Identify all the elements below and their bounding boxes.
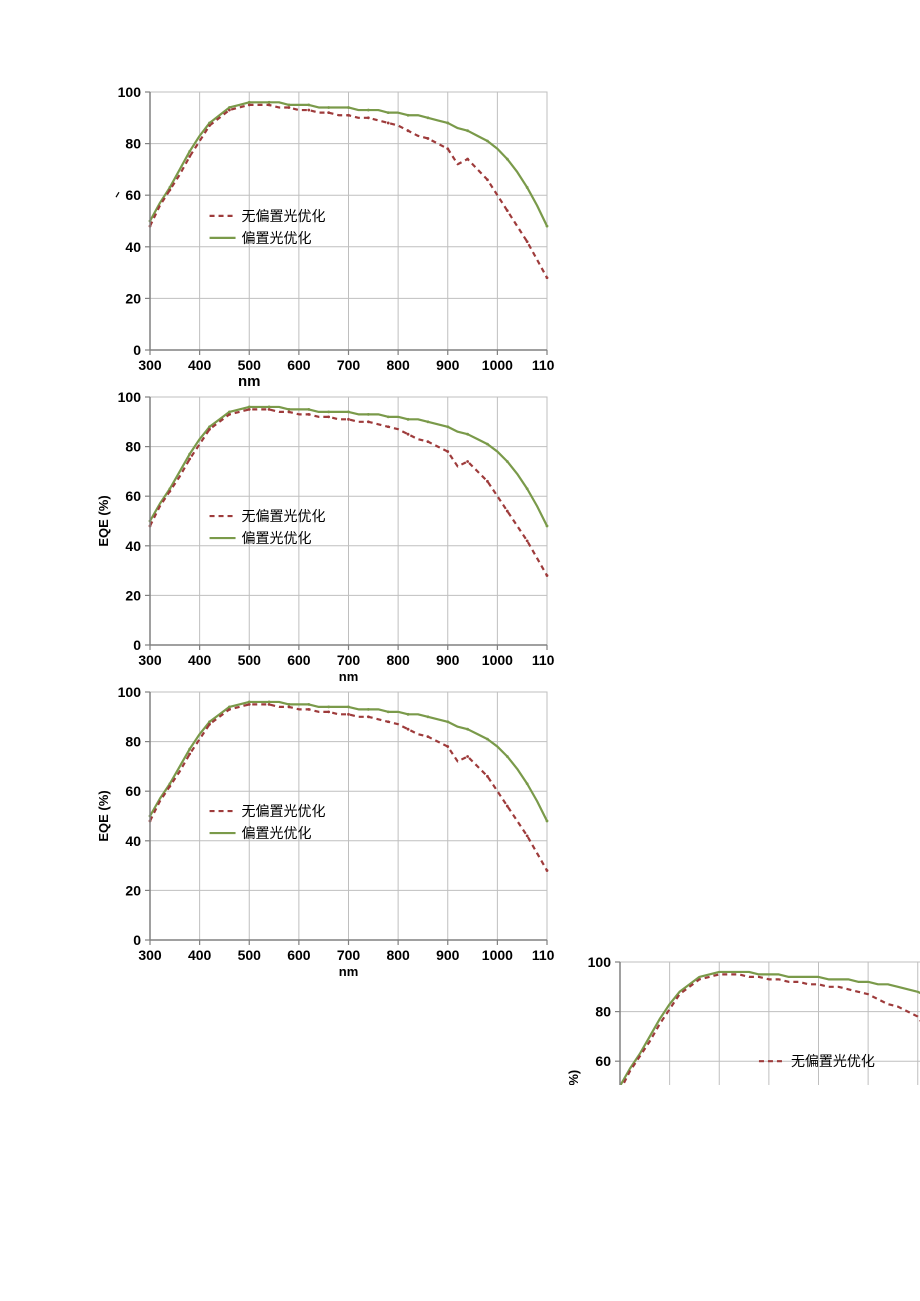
xtick-label: 900 [436,652,460,668]
ytick-label: 60 [125,783,141,799]
ytick-label: 80 [595,1004,611,1020]
legend-label-s1: 无偏置光优化 [242,803,326,819]
chart1-svg: 0 20 40 60 80 100 300 400 500 600 700 800 900 1000 110… [95,80,555,390]
ytick-label: 80 [125,734,141,750]
xtick-label: 1000 [482,947,513,963]
xtick-label: 700 [337,947,361,963]
ytick-label: 20 [125,882,141,898]
legend-label-s1: 无偏置光优化 [242,208,326,224]
xtick-label: 1100 [532,357,555,373]
ytick-label: 40 [125,538,141,554]
ylabel: EQE (%) [96,495,111,546]
xtick-label: 700 [337,357,361,373]
ylabel: E (%) [566,1070,581,1085]
chart1: 0 20 40 60 80 100 300 400 500 600 700 800 900 1000 110… [95,80,555,390]
xtick-label: 800 [386,947,410,963]
ytick-label: 0 [133,342,141,358]
chart2-svg: 0 20 40 60 80 100 300 400 500 600 700 800 900 1000 110… [95,385,555,685]
ytick-label: 60 [595,1053,611,1069]
chart3-svg: 0 20 40 60 80 100 300 400 500 600 700 800 900 1000 110… [95,680,555,980]
ylabel: EQE (%) [96,790,111,841]
chart4-svg: 0204060801003004005006007008009001000110… [565,950,920,1085]
chart3: 0 20 40 60 80 100 300 400 500 600 700 800 900 1000 110… [95,680,555,980]
xtick-label: 600 [287,357,311,373]
xtick-label: 500 [238,357,262,373]
xtick-label: 300 [138,652,162,668]
legend-label-s1: 无偏置光优化 [242,508,326,524]
ytick-label: 20 [125,587,141,603]
ytick-label: 60 [125,187,141,203]
xtick-label: 1000 [482,652,513,668]
ytick-label: 0 [133,932,141,948]
xtick-label: 400 [188,652,212,668]
xtick-label: 400 [188,947,212,963]
legend-label-s2: 偏置光优化 [242,530,312,546]
ytick-label: 80 [125,136,141,152]
ytick-label: 40 [125,239,141,255]
chart2: 0 20 40 60 80 100 300 400 500 600 700 800 900 1000 110… [95,385,555,685]
chart4: 0204060801003004005006007008009001000110… [565,950,920,1085]
xtick-label: 900 [436,947,460,963]
xtick-label: 900 [436,357,460,373]
legend-label-s1: 无偏置光优化 [791,1053,875,1069]
xtick-label: 700 [337,652,361,668]
xtick-label: 1100 [532,652,555,668]
ytick-label: 60 [125,488,141,504]
series-bias-optimized [620,972,920,1085]
xtick-label: 800 [386,652,410,668]
ytick-label: 100 [118,684,142,700]
xtick-label: 1100 [532,947,555,963]
xtick-label: 800 [386,357,410,373]
ytick-label: 0 [133,637,141,653]
ytick-label: 100 [118,389,142,405]
ytick-label: 100 [588,954,612,970]
ytick-label: 100 [118,84,142,100]
legend-label-s2: 偏置光优化 [242,230,312,246]
xtick-label: 500 [238,652,262,668]
ytick-label: 20 [125,290,141,306]
xtick-label: 500 [238,947,262,963]
xtick-label: 600 [287,652,311,668]
ytick-label: 40 [125,833,141,849]
xlabel: nm [339,964,359,979]
ytick-label: 80 [125,439,141,455]
xtick-label: 400 [188,357,212,373]
xtick-label: 600 [287,947,311,963]
legend-label-s2: 偏置光优化 [242,825,312,841]
xtick-label: 300 [138,357,162,373]
xtick-label: 1000 [482,357,513,373]
xtick-label: 300 [138,947,162,963]
series-no-bias-optimized [620,974,920,1085]
